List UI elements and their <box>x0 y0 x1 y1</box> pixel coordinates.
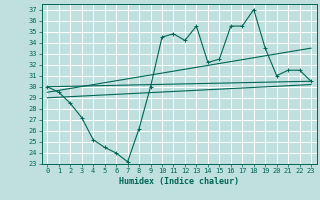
X-axis label: Humidex (Indice chaleur): Humidex (Indice chaleur) <box>119 177 239 186</box>
